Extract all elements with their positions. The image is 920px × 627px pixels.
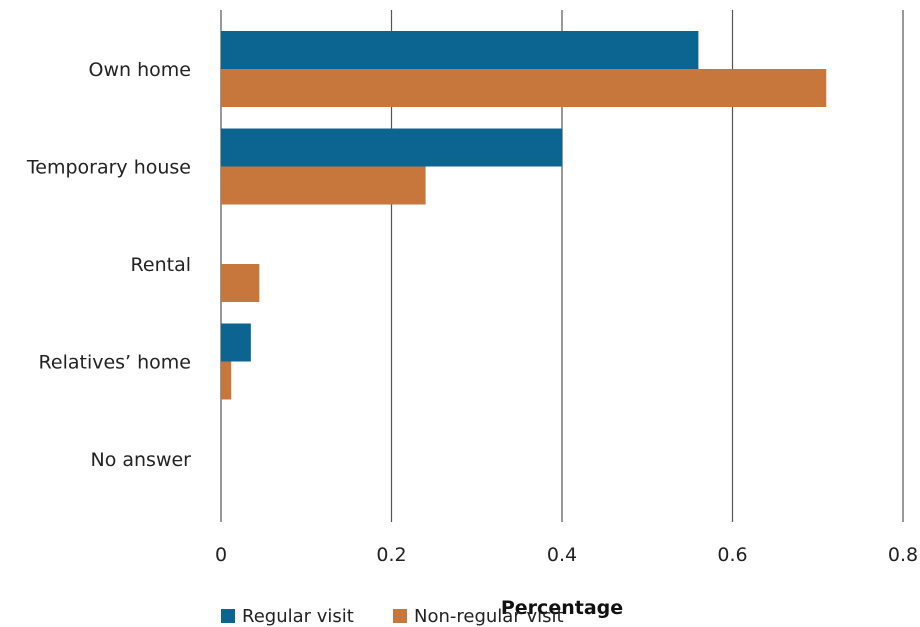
x-tick-label: 0 bbox=[215, 544, 227, 566]
category-label-rental: Rental bbox=[131, 254, 191, 276]
x-axis-title: Percentage bbox=[501, 597, 623, 619]
category-label-relatives-home: Relatives’ home bbox=[39, 352, 191, 374]
legend-label-non-regular-visit: Non-regular visit bbox=[414, 606, 564, 627]
bar-regular-visit-relatives-home bbox=[221, 323, 251, 362]
bar-non-regular-visit-temporary-house bbox=[221, 166, 426, 205]
legend-swatch-regular-visit bbox=[221, 609, 235, 623]
bars bbox=[221, 31, 827, 400]
x-tick-label: 0.6 bbox=[717, 544, 747, 566]
bar-non-regular-visit-rental bbox=[221, 264, 260, 302]
category-labels: Own home Temporary house Rental Relatives’ … bbox=[26, 59, 191, 471]
category-label-temporary-house: Temporary house bbox=[26, 157, 191, 179]
x-tick-label: 0.2 bbox=[376, 544, 406, 566]
legend-label-regular-visit: Regular visit bbox=[242, 606, 354, 627]
x-tick-label: 0.4 bbox=[547, 544, 577, 566]
bar-regular-visit-temporary-house bbox=[221, 128, 562, 167]
x-tick-label: 0.8 bbox=[888, 544, 918, 566]
category-label-no-answer: No answer bbox=[90, 449, 191, 471]
legend-swatch-non-regular-visit bbox=[393, 609, 407, 623]
legend: Regular visit Non-regular visit bbox=[221, 606, 564, 627]
bar-non-regular-visit-relatives-home bbox=[221, 361, 232, 400]
bar-non-regular-visit-own-home bbox=[221, 69, 827, 107]
bar-regular-visit-own-home bbox=[221, 31, 699, 69]
category-label-own-home: Own home bbox=[89, 59, 191, 81]
x-tick-labels: 0 0.2 0.4 0.6 0.8 bbox=[215, 544, 918, 566]
